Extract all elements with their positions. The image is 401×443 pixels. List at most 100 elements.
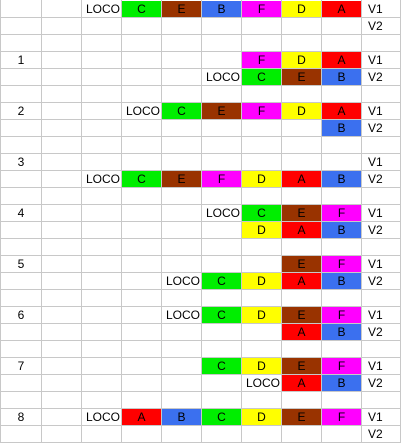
grid-row-line bbox=[0, 323, 401, 324]
wagon-e-cell[interactable]: E bbox=[162, 1, 201, 17]
wagon-e-cell[interactable]: E bbox=[282, 307, 321, 323]
wagon-f-cell[interactable]: F bbox=[202, 171, 241, 187]
wagon-e-cell[interactable]: E bbox=[282, 256, 321, 272]
step-number[interactable]: 2 bbox=[17, 104, 25, 118]
wagon-c-cell[interactable]: C bbox=[242, 205, 281, 221]
wagon-e-cell[interactable]: E bbox=[282, 69, 321, 85]
step-number[interactable]: 7 bbox=[17, 359, 25, 373]
wagon-c-cell[interactable]: C bbox=[122, 1, 161, 17]
step-number[interactable]: 5 bbox=[17, 257, 25, 271]
wagon-c-cell[interactable]: C bbox=[122, 171, 161, 187]
wagon-e-cell[interactable]: E bbox=[162, 171, 201, 187]
wagon-c-cell[interactable]: C bbox=[202, 358, 241, 374]
wagon-c-cell[interactable]: C bbox=[202, 409, 241, 425]
locomotive-cell[interactable]: LOCO bbox=[165, 274, 200, 288]
wagon-d-cell[interactable]: D bbox=[242, 409, 281, 425]
track-label-v2[interactable]: V2 bbox=[368, 172, 383, 186]
wagon-d-cell[interactable]: D bbox=[282, 103, 321, 119]
wagon-a-cell[interactable]: A bbox=[122, 409, 161, 425]
track-label-v2[interactable]: V2 bbox=[368, 19, 383, 33]
track-label-v1[interactable]: V1 bbox=[368, 155, 383, 169]
locomotive-cell[interactable]: LOCO bbox=[85, 2, 120, 16]
wagon-d-cell[interactable]: D bbox=[242, 358, 281, 374]
track-label-v2[interactable]: V2 bbox=[368, 325, 383, 339]
step-number[interactable]: 3 bbox=[17, 155, 25, 169]
locomotive-cell[interactable]: LOCO bbox=[125, 104, 160, 118]
wagon-f-cell[interactable]: F bbox=[242, 1, 281, 17]
grid-row-line bbox=[0, 85, 401, 86]
wagon-f-cell[interactable]: F bbox=[322, 205, 361, 221]
wagon-c-cell[interactable]: C bbox=[242, 69, 281, 85]
wagon-e-cell[interactable]: E bbox=[282, 205, 321, 221]
track-label-v2[interactable]: V2 bbox=[368, 223, 383, 237]
wagon-d-cell[interactable]: D bbox=[242, 273, 281, 289]
track-label-v1[interactable]: V1 bbox=[368, 104, 383, 118]
track-label-v1[interactable]: V1 bbox=[368, 308, 383, 322]
wagon-b-cell[interactable]: B bbox=[162, 409, 201, 425]
step-number[interactable]: 8 bbox=[17, 410, 25, 424]
track-label-v2[interactable]: V2 bbox=[368, 376, 383, 390]
grid-row-line bbox=[0, 238, 401, 239]
wagon-b-cell[interactable]: B bbox=[322, 324, 361, 340]
grid-row-line bbox=[0, 17, 401, 18]
wagon-d-cell[interactable]: D bbox=[282, 52, 321, 68]
wagon-f-cell[interactable]: F bbox=[242, 52, 281, 68]
track-label-v2[interactable]: V2 bbox=[368, 274, 383, 288]
wagon-a-cell[interactable]: A bbox=[282, 273, 321, 289]
wagon-b-cell[interactable]: B bbox=[322, 171, 361, 187]
wagon-b-cell[interactable]: B bbox=[322, 375, 361, 391]
grid-row-line bbox=[0, 374, 401, 375]
locomotive-cell[interactable]: LOCO bbox=[85, 410, 120, 424]
grid-row-line bbox=[0, 289, 401, 290]
locomotive-cell[interactable]: LOCO bbox=[205, 206, 240, 220]
grid-row-line bbox=[0, 408, 401, 409]
wagon-e-cell[interactable]: E bbox=[282, 358, 321, 374]
wagon-b-cell[interactable]: B bbox=[322, 222, 361, 238]
wagon-a-cell[interactable]: A bbox=[282, 375, 321, 391]
wagon-c-cell[interactable]: C bbox=[202, 273, 241, 289]
grid-row-line bbox=[0, 391, 401, 392]
wagon-e-cell[interactable]: E bbox=[202, 103, 241, 119]
locomotive-cell[interactable]: LOCO bbox=[165, 308, 200, 322]
wagon-f-cell[interactable]: F bbox=[322, 307, 361, 323]
wagon-b-cell[interactable]: B bbox=[322, 120, 361, 136]
wagon-b-cell[interactable]: B bbox=[322, 69, 361, 85]
track-label-v1[interactable]: V1 bbox=[368, 53, 383, 67]
wagon-f-cell[interactable]: F bbox=[322, 409, 361, 425]
step-number[interactable]: 4 bbox=[17, 206, 25, 220]
wagon-c-cell[interactable]: C bbox=[202, 307, 241, 323]
wagon-d-cell[interactable]: D bbox=[242, 307, 281, 323]
track-label-v1[interactable]: V1 bbox=[368, 206, 383, 220]
grid-row-line bbox=[0, 272, 401, 273]
locomotive-cell[interactable]: LOCO bbox=[205, 70, 240, 84]
track-label-v1[interactable]: V1 bbox=[368, 2, 383, 16]
wagon-a-cell[interactable]: A bbox=[282, 171, 321, 187]
wagon-a-cell[interactable]: A bbox=[322, 52, 361, 68]
track-label-v1[interactable]: V1 bbox=[368, 359, 383, 373]
track-label-v2[interactable]: V2 bbox=[368, 70, 383, 84]
wagon-b-cell[interactable]: B bbox=[322, 273, 361, 289]
grid-row-line bbox=[0, 306, 401, 307]
wagon-d-cell[interactable]: D bbox=[242, 222, 281, 238]
wagon-a-cell[interactable]: A bbox=[322, 1, 361, 17]
wagon-a-cell[interactable]: A bbox=[322, 103, 361, 119]
track-label-v1[interactable]: V1 bbox=[368, 257, 383, 271]
grid-row-line bbox=[0, 425, 401, 426]
wagon-f-cell[interactable]: F bbox=[322, 358, 361, 374]
wagon-a-cell[interactable]: A bbox=[282, 222, 321, 238]
wagon-a-cell[interactable]: A bbox=[282, 324, 321, 340]
track-label-v2[interactable]: V2 bbox=[368, 121, 383, 135]
locomotive-cell[interactable]: LOCO bbox=[245, 376, 280, 390]
track-label-v1[interactable]: V1 bbox=[368, 410, 383, 424]
wagon-d-cell[interactable]: D bbox=[242, 171, 281, 187]
wagon-f-cell[interactable]: F bbox=[322, 256, 361, 272]
step-number[interactable]: 1 bbox=[17, 53, 25, 67]
wagon-c-cell[interactable]: C bbox=[162, 103, 201, 119]
track-label-v2[interactable]: V2 bbox=[368, 427, 383, 441]
wagon-b-cell[interactable]: B bbox=[202, 1, 241, 17]
step-number[interactable]: 6 bbox=[17, 308, 25, 322]
wagon-e-cell[interactable]: E bbox=[282, 409, 321, 425]
locomotive-cell[interactable]: LOCO bbox=[85, 172, 120, 186]
wagon-d-cell[interactable]: D bbox=[282, 1, 321, 17]
wagon-f-cell[interactable]: F bbox=[242, 103, 281, 119]
